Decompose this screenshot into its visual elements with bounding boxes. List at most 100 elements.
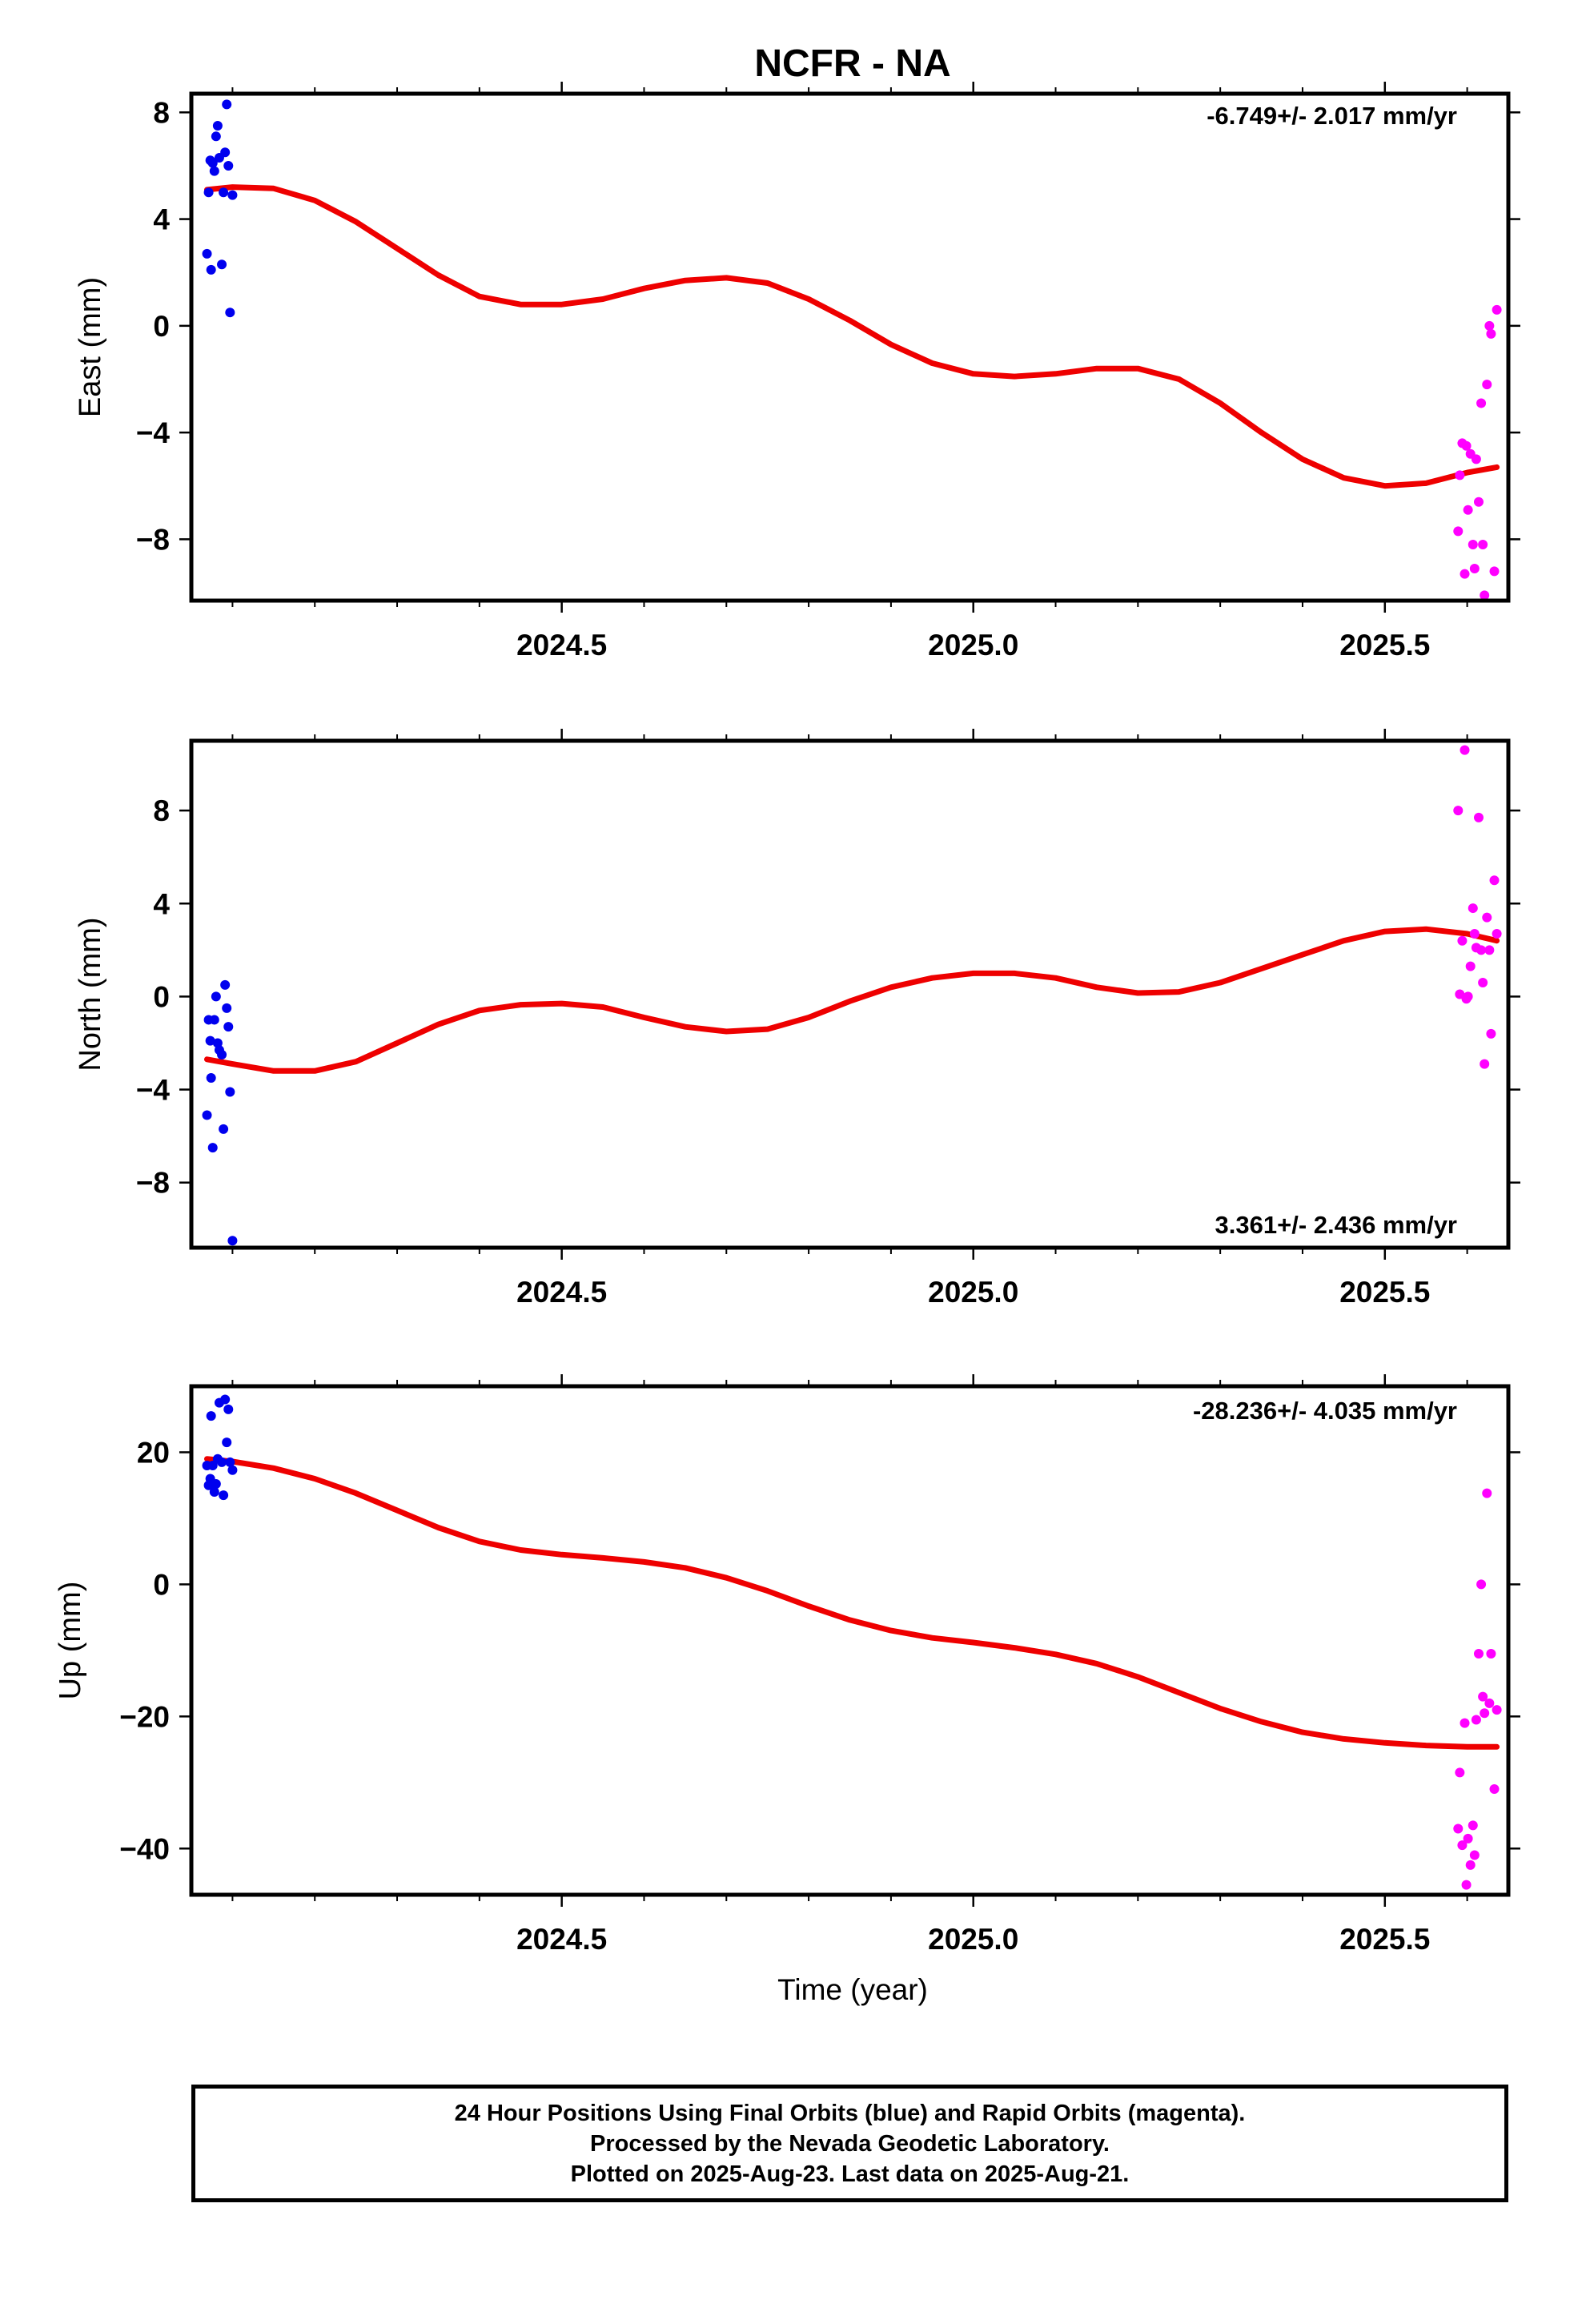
north-rate-label: 3.361+/- 2.436 mm/yr <box>1215 1211 1457 1239</box>
footer-line-2: Processed by the Nevada Geodetic Laborat… <box>590 2130 1110 2157</box>
up-panel: 2024.5 2025.0 2025.5 20 0 −20 −40 Up (mm) -28.23… <box>54 1374 1520 1956</box>
east-panel: 2024.5 2025.0 2025.5 8 4 0 −4 −8 East (mm) -6.749… <box>74 82 1520 661</box>
up-final-point <box>217 1457 227 1467</box>
east-rapid-point <box>1463 505 1473 515</box>
north-rapid-point <box>1460 745 1470 755</box>
north-rapid-point <box>1486 1028 1496 1039</box>
east-final-point <box>212 120 223 131</box>
north-rapid-point <box>1484 945 1495 955</box>
north-x-tick-label: 2025.5 <box>1339 1276 1430 1309</box>
east-final-point <box>220 147 231 158</box>
north-final-point <box>220 979 231 990</box>
up-final-point <box>219 1490 229 1501</box>
north-rapid-point <box>1482 912 1492 923</box>
north-final-point <box>227 1236 238 1246</box>
east-final-point <box>202 248 212 259</box>
east-final-point <box>223 160 234 171</box>
north-rapid-point <box>1473 812 1484 822</box>
east-final-point <box>222 99 232 110</box>
up-x-tick-label: 2025.5 <box>1339 1923 1430 1956</box>
footer-note: 24 Hour Positions Using Final Orbits (bl… <box>191 2085 1508 2202</box>
north-y-tick-label: 4 <box>153 887 170 920</box>
east-rapid-point <box>1480 590 1490 601</box>
up-plot-frame <box>189 1384 1511 1897</box>
up-rapid-point <box>1478 1691 1488 1702</box>
east-y-tick-label: 0 <box>153 310 170 343</box>
north-panel: 2024.5 2025.0 2025.5 8 4 0 −4 −8 North (mm) 3.361… <box>74 729 1520 1309</box>
up-rapid-point <box>1468 1820 1478 1831</box>
up-rapid-point <box>1457 1840 1468 1851</box>
north-final-point <box>222 1003 232 1013</box>
x-axis-label: Time (year) <box>777 1973 928 2006</box>
up-final-point <box>207 1460 218 1470</box>
north-final-point <box>202 1110 212 1120</box>
east-y-tick-label: −4 <box>136 416 171 449</box>
north-final-point <box>219 1124 229 1134</box>
north-x-tick-label: 2024.5 <box>516 1276 607 1309</box>
east-rapid-point <box>1471 454 1481 464</box>
up-final-point <box>222 1437 232 1448</box>
up-rapid-point <box>1469 1850 1480 1860</box>
north-final-point <box>206 1073 216 1084</box>
up-rapid-point <box>1471 1715 1481 1725</box>
up-x-tick-label: 2025.0 <box>928 1923 1018 1956</box>
up-rapid-point <box>1489 1784 1500 1795</box>
east-x-tick-label: 2025.0 <box>928 629 1018 661</box>
north-y-tick-label: 0 <box>153 980 170 1013</box>
north-rapid-point <box>1465 961 1476 971</box>
east-plot-frame <box>189 91 1511 603</box>
up-rapid-point <box>1476 1579 1487 1590</box>
north-x-tick-label: 2025.0 <box>928 1276 1018 1309</box>
footer-line-3: Plotted on 2025-Aug-23. Last data on 202… <box>570 2161 1130 2187</box>
east-rapid-point <box>1484 320 1495 331</box>
north-rapid-point <box>1468 903 1478 914</box>
up-y-axis-label: Up (mm) <box>54 1582 87 1700</box>
up-rapid-point <box>1455 1767 1465 1778</box>
east-rapid-point <box>1468 540 1478 550</box>
up-rapid-point <box>1453 1823 1464 1834</box>
up-rapid-point <box>1473 1648 1484 1659</box>
north-final-point <box>211 991 221 1002</box>
footer-line-1: 24 Hour Positions Using Final Orbits (bl… <box>454 2100 1246 2126</box>
north-final-point <box>207 1143 218 1153</box>
up-rapid-point <box>1492 1705 1502 1715</box>
east-rate-label: -6.749+/- 2.017 mm/yr <box>1207 102 1457 130</box>
east-model-curve <box>204 184 1500 489</box>
north-rapid-point <box>1463 991 1473 1002</box>
up-rapid-point <box>1480 1708 1490 1719</box>
up-y-tick-label: −40 <box>119 1832 170 1865</box>
north-final-point <box>209 1015 219 1025</box>
east-x-tick-label: 2025.5 <box>1339 629 1430 661</box>
north-rapid-point <box>1469 929 1480 939</box>
up-x-tick-label: 2024.5 <box>516 1923 607 1956</box>
up-rapid-point <box>1461 1880 1472 1890</box>
up-rapid-point <box>1463 1833 1473 1844</box>
east-y-axis-label: East (mm) <box>74 277 107 417</box>
east-rapid-point <box>1460 569 1470 579</box>
east-rapid-point <box>1469 564 1480 574</box>
east-final-point <box>225 308 235 318</box>
north-final-point <box>205 1035 215 1046</box>
up-rapid-point <box>1484 1698 1495 1708</box>
east-rapid-point <box>1482 380 1492 390</box>
up-rate-label: -28.236+/- 4.035 mm/yr <box>1193 1397 1457 1425</box>
up-rapid-point <box>1482 1488 1492 1498</box>
east-rapid-point <box>1473 497 1484 507</box>
up-final-point <box>227 1465 238 1475</box>
east-rapid-point <box>1489 566 1500 577</box>
north-rapid-point <box>1476 945 1487 955</box>
east-x-tick-label: 2024.5 <box>516 629 607 661</box>
up-final-point <box>211 1479 221 1490</box>
east-final-point <box>203 187 214 198</box>
chart-title: NCFR - NA <box>754 42 950 85</box>
east-rapid-point <box>1486 328 1496 339</box>
east-rapid-point <box>1492 304 1502 315</box>
north-y-tick-label: −4 <box>136 1074 171 1107</box>
east-final-point <box>207 158 218 168</box>
north-rapid-point <box>1457 935 1468 946</box>
up-final-point <box>223 1404 234 1414</box>
north-rapid-point <box>1492 929 1502 939</box>
east-rapid-point <box>1476 398 1487 408</box>
up-final-point <box>209 1486 219 1497</box>
